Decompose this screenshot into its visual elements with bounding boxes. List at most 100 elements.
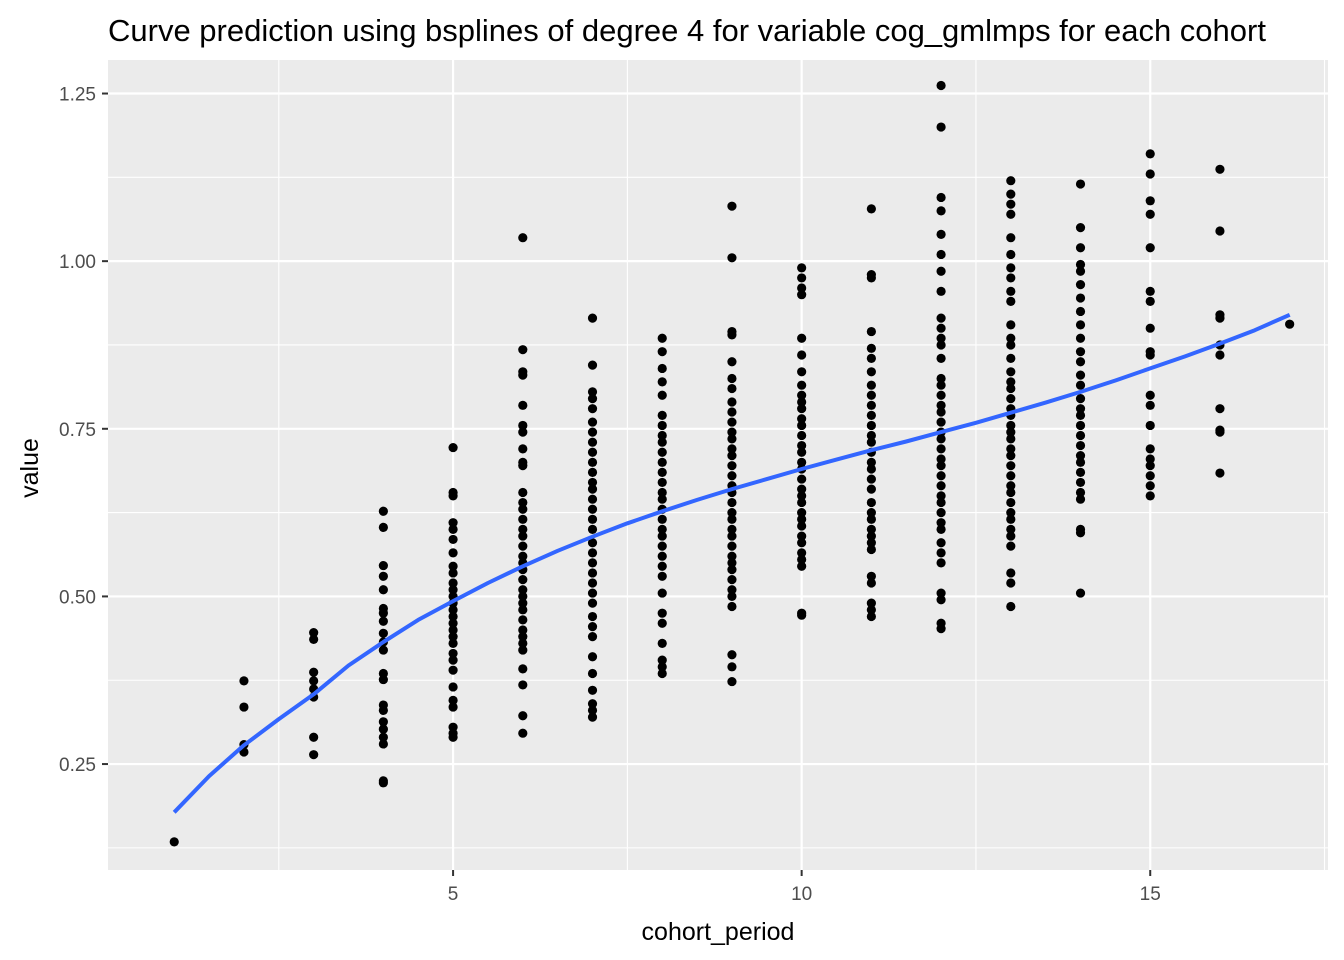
data-point (727, 676, 737, 687)
data-point (1145, 400, 1155, 410)
data-point (1006, 209, 1016, 219)
data-point (936, 491, 946, 501)
data-point (866, 367, 876, 377)
data-point (587, 457, 598, 467)
data-point (1145, 471, 1155, 481)
data-point (936, 206, 946, 216)
data-point (448, 578, 458, 588)
data-point (378, 668, 388, 679)
data-point (1215, 164, 1225, 174)
data-point (1145, 444, 1155, 454)
data-point (587, 467, 598, 477)
data-point (518, 541, 528, 551)
data-point (587, 611, 598, 622)
data-point (1215, 226, 1225, 236)
data-point (1075, 223, 1086, 233)
data-point (936, 618, 946, 628)
data-point (936, 80, 946, 91)
data-point (378, 560, 388, 571)
data-point (866, 269, 876, 280)
chart-title: Curve prediction using bsplines of degre… (108, 13, 1266, 48)
data-point (1006, 367, 1016, 377)
data-point (797, 273, 807, 283)
data-point (587, 313, 598, 323)
data-point (518, 504, 528, 514)
data-point (1075, 380, 1086, 390)
data-point (936, 380, 946, 390)
data-point (587, 632, 598, 642)
data-point (448, 524, 458, 534)
data-point (866, 353, 876, 363)
data-point (1006, 333, 1016, 343)
data-point (587, 514, 598, 524)
data-point (378, 645, 388, 655)
data-point (587, 504, 598, 514)
data-point (727, 508, 737, 518)
data-point (866, 326, 876, 337)
data-point (866, 420, 876, 431)
data-point (936, 400, 946, 410)
data-point (866, 457, 876, 467)
data-point (727, 591, 737, 602)
data-point (1006, 497, 1016, 508)
data-point (936, 407, 946, 417)
data-point (727, 575, 737, 585)
data-point (448, 665, 458, 675)
data-point (1006, 420, 1016, 431)
data-point (587, 685, 598, 695)
data-point (727, 514, 737, 524)
data-point (936, 323, 946, 333)
data-point (1145, 481, 1155, 491)
data-point (448, 605, 458, 615)
data-point (518, 487, 528, 498)
data-point (727, 417, 737, 427)
data-point (797, 404, 807, 414)
data-point (448, 655, 458, 665)
data-point (866, 204, 876, 214)
data-point (866, 544, 876, 555)
data-point (727, 444, 737, 454)
data-point (518, 497, 528, 508)
data-point (797, 521, 807, 531)
data-point (727, 551, 737, 561)
data-point (448, 561, 458, 571)
data-point (1075, 487, 1086, 498)
data-point (936, 444, 946, 454)
data-point (378, 717, 388, 727)
data-point (727, 531, 737, 541)
data-point (657, 447, 667, 457)
data-point (518, 645, 528, 655)
data-point (587, 394, 598, 404)
data-point (657, 437, 667, 447)
data-point (727, 253, 737, 263)
data-point (587, 494, 598, 504)
data-point (309, 750, 319, 760)
data-point (518, 638, 528, 648)
data-point (1145, 149, 1155, 159)
data-point (1075, 524, 1086, 534)
data-point (797, 380, 807, 390)
data-point (1075, 394, 1086, 404)
data-point (1006, 568, 1016, 578)
data-point (936, 558, 946, 568)
data-point (936, 508, 946, 518)
data-point (727, 662, 737, 672)
data-point (657, 571, 667, 581)
data-point (518, 585, 528, 595)
data-point (866, 605, 876, 615)
data-point (587, 712, 598, 722)
data-point (1075, 266, 1086, 276)
data-point (1006, 471, 1016, 481)
y-axis: 0.25 0.50 0.75 1.00 1.25 (59, 85, 108, 776)
data-point (727, 383, 737, 394)
data-point (1215, 425, 1225, 435)
data-point (169, 837, 179, 847)
data-point (587, 404, 598, 414)
data-point (1145, 323, 1155, 333)
y-tick-label: 0.50 (59, 587, 96, 608)
data-point (657, 457, 667, 467)
y-tick-label: 0.25 (59, 755, 96, 776)
data-point (727, 373, 737, 384)
data-point (448, 611, 458, 622)
data-point (727, 565, 737, 575)
